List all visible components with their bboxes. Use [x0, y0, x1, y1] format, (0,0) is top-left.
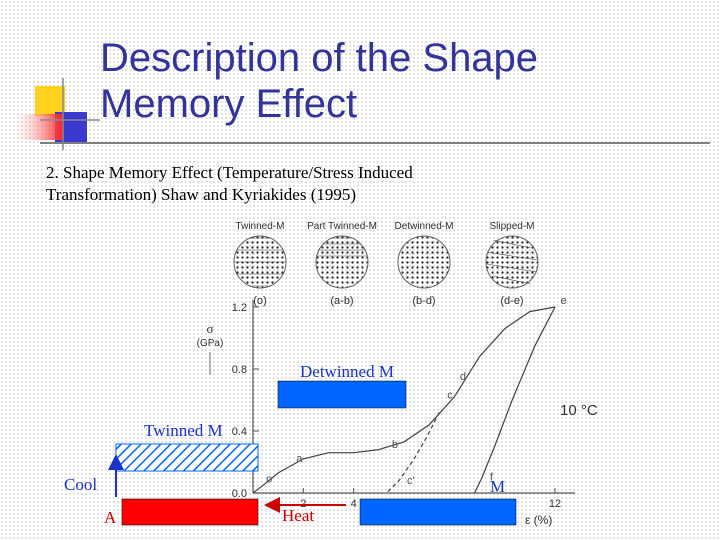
y-axis-label: σ — [206, 321, 213, 336]
stress-strain-chart: 0.00.40.81.202412σ(GPa)ε (%)10 °Coabcdc'… — [197, 295, 598, 527]
detwinned-m-label: Detwinned M — [300, 362, 394, 381]
structure-name: Part Twinned-M — [307, 221, 377, 232]
point-label: f — [490, 472, 494, 484]
partial-unloading-curve — [385, 412, 440, 494]
twinned-m-block — [115, 443, 259, 472]
title-rule — [40, 142, 710, 144]
y-tick-label: 1.2 — [232, 302, 247, 314]
corner-decoration — [8, 78, 100, 150]
x-tick-label: 4 — [351, 498, 357, 510]
austenite-block — [121, 498, 259, 526]
point-label: a — [296, 453, 303, 465]
point-label: o — [266, 473, 272, 485]
structure-tag: (d-e) — [500, 295, 523, 307]
x-axis-label: ε (%) — [525, 513, 552, 527]
structure-circle — [315, 235, 369, 289]
structure-tag: (o) — [253, 295, 266, 307]
slide-caption: 2. Shape Memory Effect (Temperature/Stre… — [46, 162, 516, 206]
yellow-square — [35, 86, 65, 116]
structure-tag: (a-b) — [330, 295, 353, 307]
martensite-label: M — [490, 477, 505, 496]
martensite-block — [359, 498, 517, 526]
structure-lattice-lines — [234, 237, 286, 287]
red-square — [8, 114, 63, 140]
point-label: e — [561, 295, 567, 307]
austenite-label: A — [104, 508, 117, 527]
structure-tag: (b-d) — [412, 295, 435, 307]
y-tick-label: 0.8 — [232, 364, 247, 376]
slide-title-line-1: Description of the Shape — [100, 36, 539, 80]
point-label: c' — [407, 475, 415, 487]
y-axis-unit: (GPa) — [197, 338, 224, 349]
x-tick-label: 12 — [549, 498, 561, 510]
detwinned-m-block — [277, 380, 407, 409]
loading-curve — [252, 306, 556, 494]
point-label: c — [447, 390, 453, 402]
structure-name: Slipped-M — [489, 221, 534, 232]
slide-title-line-2: Memory Effect — [100, 82, 358, 126]
structure-circle — [485, 235, 539, 289]
slide-title: Description of the Shape Memory Effect — [100, 35, 700, 127]
heat-label: Heat — [282, 506, 314, 525]
twinned-m-label: Twinned M — [144, 421, 223, 440]
y-tick-label: 0.0 — [232, 488, 247, 500]
point-label: b — [392, 439, 398, 451]
structure-name: Twinned-M — [236, 221, 285, 232]
temperature-annotation: 10 °C — [560, 402, 598, 419]
caption-line-1: 2. Shape Memory Effect (Temperature/Stre… — [46, 163, 413, 182]
caption-line-2: Transformation) Shaw and Kyriakides (199… — [46, 185, 357, 204]
structure-lattice-lines — [316, 237, 368, 257]
structure-circle — [397, 235, 451, 289]
structure-lattice-lines — [486, 239, 538, 285]
unloading-curve — [473, 306, 556, 494]
structure-name: Detwinned-M — [395, 221, 454, 232]
y-tick-label: 0.4 — [232, 426, 247, 438]
point-label: d — [460, 371, 466, 383]
cool-label: Cool — [64, 475, 97, 494]
microstructure-row: Twinned-M (o) Part Twinned-M (a-b) Detwinned… — [233, 221, 539, 307]
